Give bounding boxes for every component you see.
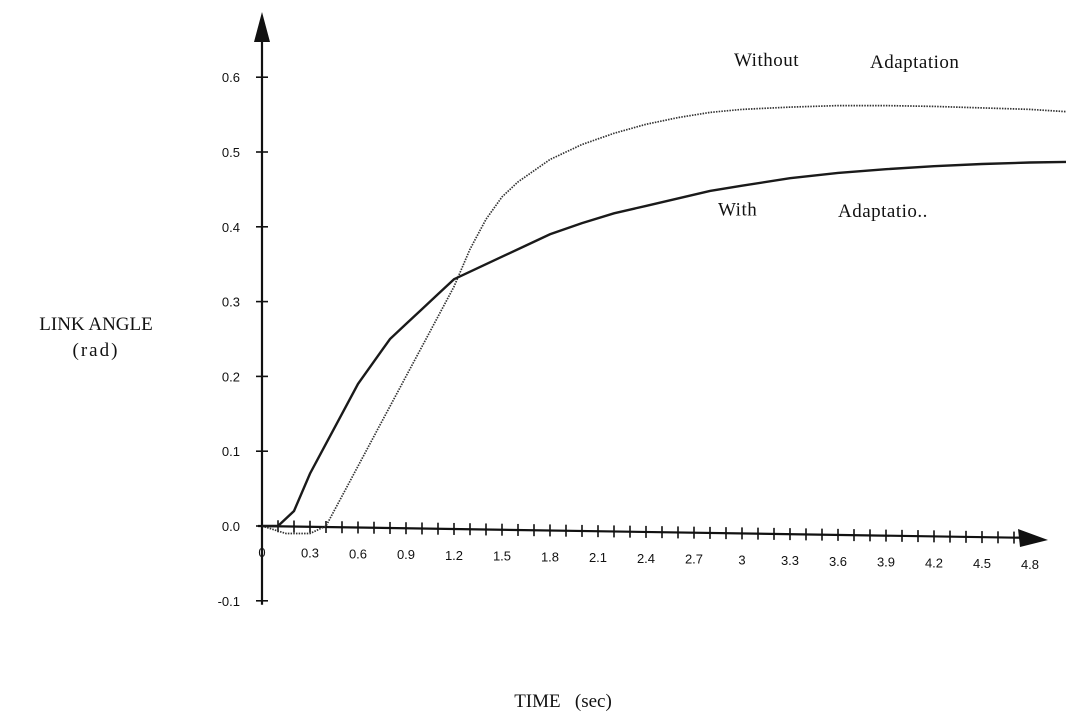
x-tick-label: 4.5	[973, 556, 991, 571]
x-axis-arrow	[1018, 529, 1048, 547]
axes	[254, 12, 1048, 605]
series-annotation: Without	[734, 50, 799, 71]
x-tick-label: 0.6	[349, 546, 367, 561]
series-annotation: With	[718, 200, 757, 221]
x-tick-label: 0.9	[397, 547, 415, 562]
series-with-adaptation	[262, 160, 1066, 528]
x-tick-label: 1.2	[445, 548, 463, 563]
y-axis-arrow	[254, 12, 270, 42]
x-tick-label: 1.5	[493, 549, 511, 564]
y-tick-label: 0.5	[222, 145, 240, 160]
series	[261, 104, 1066, 535]
y-axis-unit: (rad)	[73, 340, 120, 361]
x-tick-label: 3	[738, 552, 745, 567]
annotations: Without Adaptation With Adaptatio..	[718, 50, 959, 222]
series-annotation: Adaptation	[870, 52, 959, 73]
x-axis-title: TIME (sec)	[514, 691, 612, 712]
x-tick-label: 3.6	[829, 554, 847, 569]
y-axis-title: LINK ANGLE	[39, 314, 152, 335]
x-tick-label: 1.8	[541, 549, 559, 564]
x-tick-label: 4.2	[925, 555, 943, 570]
y-tick-label: -0.1	[218, 594, 240, 609]
x-tick-label: 4.8	[1021, 557, 1039, 572]
y-tick-label: 0.4	[222, 220, 240, 235]
y-tick-label: 0.3	[222, 295, 240, 310]
x-tick-label: 3.3	[781, 553, 799, 568]
x-tick-label: 0.3	[301, 546, 319, 561]
x-tick-label: 2.4	[637, 551, 655, 566]
x-axis-line	[257, 524, 1039, 540]
x-tick-label: 2.1	[589, 550, 607, 565]
series-without-adaptation	[261, 104, 1066, 535]
x-tick-label: 2.7	[685, 552, 703, 567]
y-tick-label: 0.2	[222, 369, 240, 384]
y-tick-label: 0.1	[222, 444, 240, 459]
y-tick-label: 0.6	[222, 70, 240, 85]
x-tick-label: 0	[258, 545, 265, 560]
y-tick-label: 0.0	[222, 519, 240, 534]
x-tick-label: 3.9	[877, 555, 895, 570]
series-annotation: Adaptatio..	[838, 201, 928, 222]
